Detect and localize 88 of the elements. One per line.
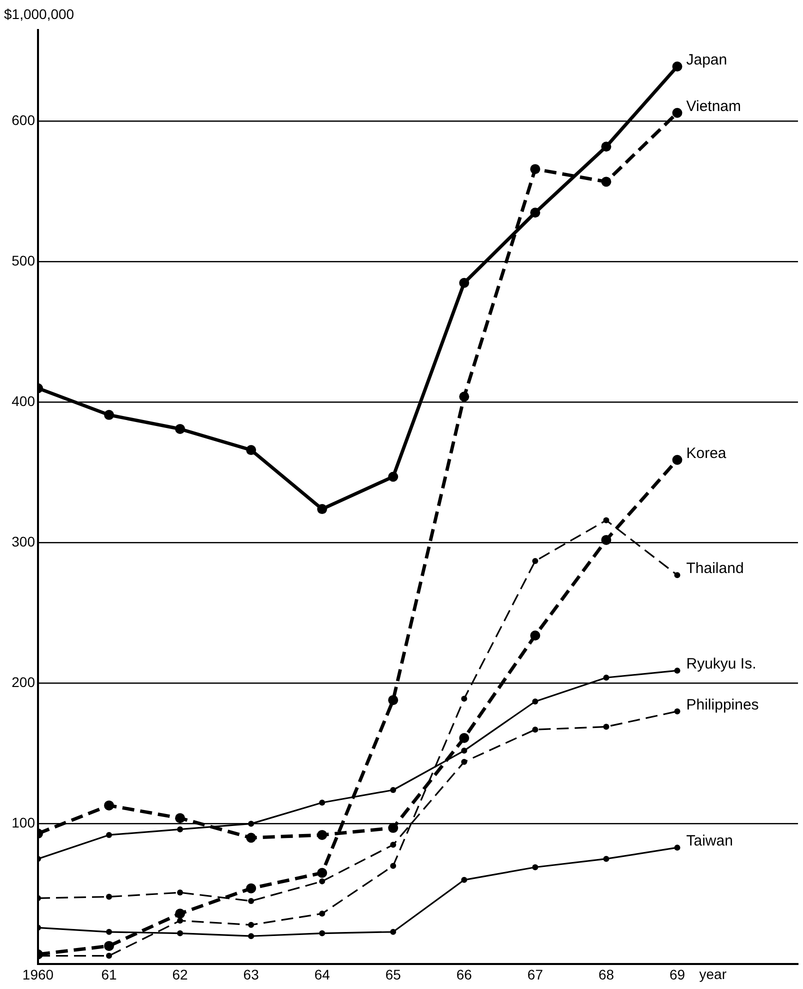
x-tick-label: 69 xyxy=(669,966,686,982)
point xyxy=(248,898,254,904)
x-tick-label: 63 xyxy=(243,966,260,982)
series-label: Ryukyu Is. xyxy=(686,656,756,673)
point xyxy=(603,856,610,862)
point xyxy=(319,930,326,936)
x-tick-label: 66 xyxy=(456,966,472,982)
series-label: Japan xyxy=(686,52,728,69)
point xyxy=(175,424,186,434)
y-axis-title: $1,000,000 xyxy=(4,6,74,22)
x-tick-label: 62 xyxy=(172,966,188,982)
point xyxy=(248,933,254,940)
point xyxy=(104,410,114,420)
point xyxy=(177,826,184,832)
point xyxy=(388,695,398,706)
point xyxy=(532,558,538,564)
point xyxy=(390,862,396,869)
point xyxy=(601,176,612,187)
point xyxy=(530,164,540,174)
x-tick-label: 65 xyxy=(385,966,402,982)
point xyxy=(603,517,610,524)
point xyxy=(246,883,256,894)
point xyxy=(532,864,538,870)
point xyxy=(106,894,112,900)
point xyxy=(530,630,540,640)
point xyxy=(674,844,680,851)
point xyxy=(319,910,326,917)
point xyxy=(319,878,326,884)
x-tick-label: 67 xyxy=(527,966,544,982)
point xyxy=(461,696,468,702)
point xyxy=(177,890,184,896)
point xyxy=(319,800,326,806)
point xyxy=(317,868,328,878)
point xyxy=(317,504,328,514)
point xyxy=(530,208,540,218)
x-tick-label: 1960 xyxy=(22,966,54,982)
point xyxy=(177,930,184,936)
y-tick-label: 300 xyxy=(12,534,36,550)
point xyxy=(106,952,112,959)
point xyxy=(672,62,682,72)
point xyxy=(459,278,470,288)
point xyxy=(674,708,680,714)
point xyxy=(246,832,256,843)
point xyxy=(601,142,612,152)
point xyxy=(104,940,114,951)
point xyxy=(461,758,468,765)
x-tick-label: 61 xyxy=(101,966,118,982)
point xyxy=(317,830,328,840)
x-tick-label: 68 xyxy=(598,966,614,982)
x-axis-title: year xyxy=(699,966,727,982)
point xyxy=(106,928,112,935)
point xyxy=(603,724,610,730)
point xyxy=(248,820,254,827)
y-tick-label: 200 xyxy=(12,674,36,690)
point xyxy=(674,572,680,578)
x-tick-label: 64 xyxy=(314,966,330,982)
point xyxy=(175,908,186,919)
point xyxy=(672,108,682,118)
series-label: Thailand xyxy=(686,560,744,578)
point xyxy=(388,472,398,482)
point xyxy=(459,733,470,744)
point xyxy=(104,800,114,810)
y-tick-label: 100 xyxy=(12,814,36,831)
point xyxy=(601,534,612,545)
series-label: Philippines xyxy=(686,696,759,714)
point xyxy=(388,822,398,833)
point xyxy=(532,726,538,733)
point xyxy=(603,674,610,681)
point xyxy=(674,668,680,674)
series-label: Korea xyxy=(686,445,727,462)
series-label: Taiwan xyxy=(686,832,733,850)
y-tick-label: 500 xyxy=(12,252,36,269)
series-label: Vietnam xyxy=(686,98,742,116)
point xyxy=(390,787,396,794)
point xyxy=(175,813,186,824)
point xyxy=(246,445,256,456)
point xyxy=(461,748,468,754)
point xyxy=(177,918,184,924)
point xyxy=(672,454,682,465)
y-tick-label: 600 xyxy=(12,112,36,128)
point xyxy=(532,698,538,704)
point xyxy=(459,392,470,402)
point xyxy=(390,842,396,848)
point xyxy=(461,876,468,883)
point xyxy=(248,922,254,928)
point xyxy=(106,832,112,838)
point xyxy=(390,928,396,935)
y-tick-label: 400 xyxy=(12,393,36,410)
